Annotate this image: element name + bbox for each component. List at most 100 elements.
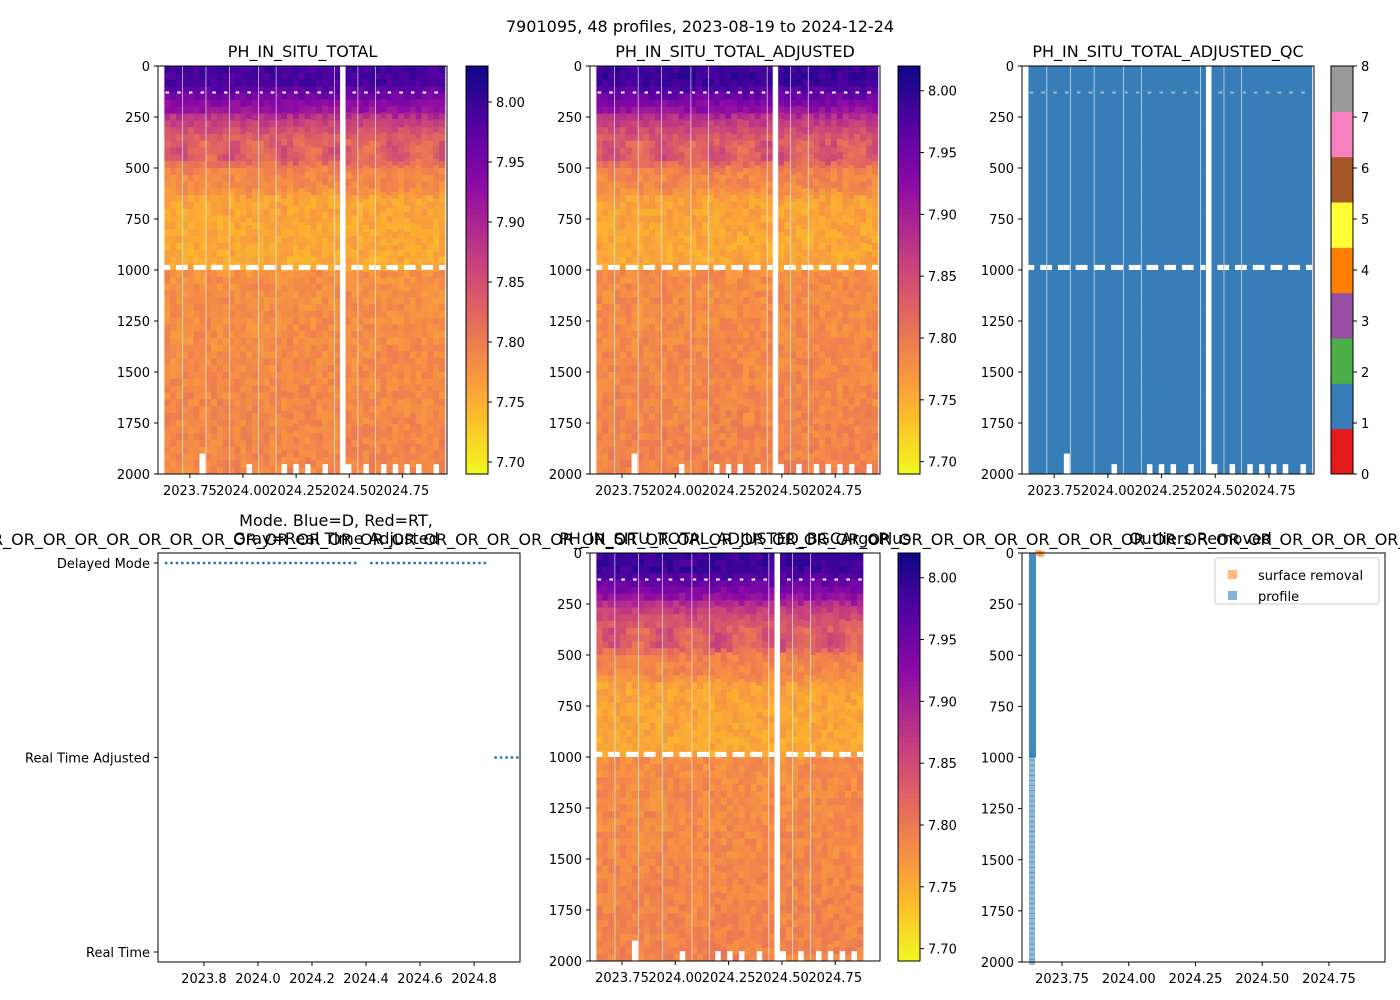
profile-cell <box>380 225 387 233</box>
profile-cell <box>363 231 370 239</box>
profile-cell <box>439 297 446 305</box>
profile-cell <box>737 66 744 74</box>
profile-cell <box>737 417 744 425</box>
profile-cell <box>608 154 615 162</box>
profile-cell <box>398 460 405 468</box>
profile-cell <box>263 304 270 312</box>
profile-cell <box>276 249 282 257</box>
profile-cell <box>748 242 756 250</box>
profile-cell <box>216 440 224 448</box>
profile-cell <box>725 357 732 365</box>
profile-cell <box>246 443 253 451</box>
profile-cell <box>292 278 300 286</box>
profile-cell <box>421 419 428 427</box>
profile-cell <box>287 290 294 298</box>
profile-cell <box>206 399 212 407</box>
profile-cell <box>415 364 422 372</box>
profile-cell <box>216 378 224 386</box>
profile-cell <box>380 198 387 206</box>
profile-cell <box>182 229 189 237</box>
profile-cell <box>602 208 609 216</box>
profile-cell <box>638 100 644 108</box>
profile-cell <box>252 127 259 135</box>
profile-cell <box>258 72 265 80</box>
profile-cell <box>638 412 644 420</box>
profile-cell <box>392 357 399 365</box>
profile-cell <box>386 188 393 196</box>
colorbar-segment <box>466 127 488 133</box>
profile-cell <box>287 270 294 278</box>
profile-column <box>358 66 364 475</box>
profile-cell <box>328 378 335 386</box>
profile-cell <box>310 310 317 318</box>
profile-cell <box>737 377 744 385</box>
profile-cell <box>176 222 183 230</box>
profile-cell <box>276 229 282 237</box>
missing-data <box>329 91 333 94</box>
profile-cell <box>701 86 709 94</box>
profile-cell <box>258 440 265 448</box>
profile-cell <box>229 331 235 339</box>
profile-cell <box>643 433 650 441</box>
profile-cell <box>206 378 212 386</box>
profile-cell <box>276 385 282 393</box>
profile-cell <box>246 119 253 127</box>
profile-cell <box>415 278 422 286</box>
profile-cell <box>427 168 434 176</box>
profile-cell <box>351 195 358 203</box>
profile-cell <box>655 93 662 101</box>
profile-cell <box>619 324 627 332</box>
profile-cell <box>358 372 364 380</box>
profile-cell <box>182 446 189 454</box>
profile-cell <box>252 66 259 74</box>
profile-cell <box>638 338 644 346</box>
profile-cell <box>666 453 674 461</box>
profile-cell <box>229 195 235 203</box>
profile-cell <box>176 195 183 203</box>
profile-cell <box>655 283 662 291</box>
profile-cell <box>403 158 411 166</box>
profile-cell <box>193 365 200 373</box>
profile-cell <box>222 310 230 318</box>
profile-cell <box>252 338 259 346</box>
profile-cell <box>358 310 364 318</box>
profile-cell <box>421 188 428 196</box>
profile-cell <box>170 113 177 121</box>
profile-cell <box>292 258 300 266</box>
profile-cell <box>199 290 206 298</box>
profile-cell <box>292 152 300 160</box>
profile-cell <box>737 271 744 279</box>
profile-cell <box>760 174 767 182</box>
profile-cell <box>398 161 405 169</box>
profile-cell <box>649 66 656 74</box>
profile-cell <box>778 271 785 279</box>
profile-cell <box>754 430 761 438</box>
profile-cell <box>368 127 376 135</box>
profile-cell <box>614 66 621 74</box>
profile-cell <box>316 215 323 223</box>
profile-cell <box>767 236 773 244</box>
colorbar-segment <box>466 224 488 230</box>
profile-cell <box>760 283 767 291</box>
profile-cell <box>760 181 767 189</box>
profile-cell <box>258 168 265 176</box>
profile-cell <box>596 304 603 312</box>
profile-cell <box>649 317 656 325</box>
profile-cell <box>193 290 200 298</box>
profile-cell <box>678 404 685 412</box>
profile-cell <box>310 66 317 74</box>
profile-cell <box>375 79 381 87</box>
profile-cell <box>684 419 691 427</box>
profile-cell <box>619 263 627 271</box>
profile-cell <box>234 317 241 325</box>
profile-cell <box>368 426 376 434</box>
profile-cell <box>258 276 265 284</box>
profile-cell <box>631 283 638 291</box>
profile-cell <box>363 344 370 352</box>
profile-cell <box>778 424 785 432</box>
profile-cell <box>258 453 265 461</box>
profile-cell <box>199 236 206 244</box>
profile-cell <box>619 236 627 244</box>
profile-cell <box>649 161 656 169</box>
missing-data <box>399 91 403 94</box>
